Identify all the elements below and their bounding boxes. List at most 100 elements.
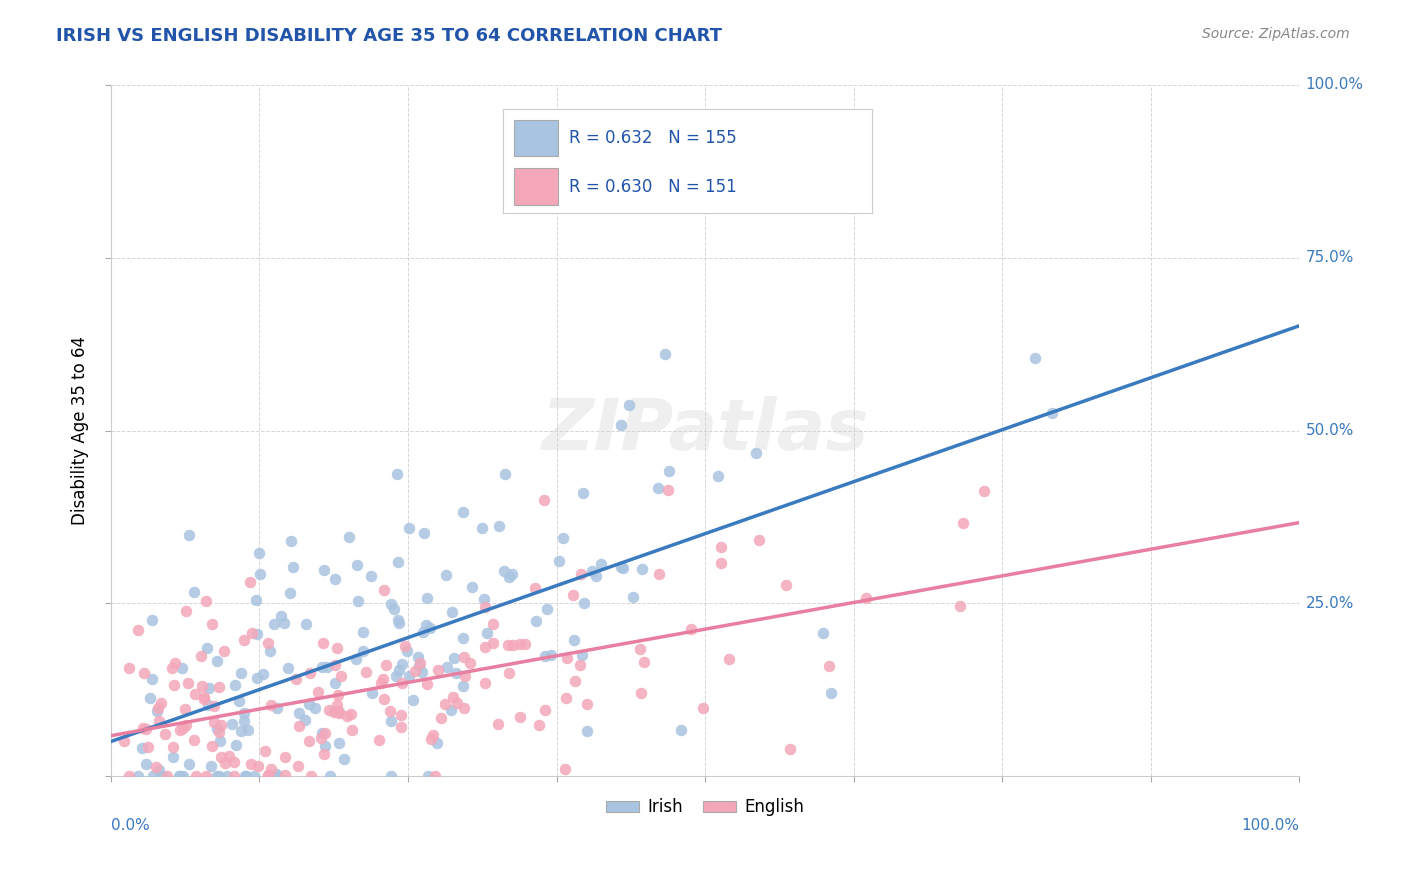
Point bbox=[425, 769, 447, 783]
Point bbox=[135, 722, 157, 736]
Point bbox=[209, 750, 232, 764]
Point bbox=[127, 769, 149, 783]
Point bbox=[443, 690, 465, 705]
Point bbox=[259, 698, 281, 713]
Point bbox=[112, 734, 135, 748]
Point bbox=[554, 762, 576, 776]
Point bbox=[562, 588, 585, 602]
Point bbox=[575, 697, 598, 711]
Point bbox=[811, 626, 834, 640]
Point bbox=[184, 687, 207, 701]
Point bbox=[193, 692, 215, 706]
Point bbox=[949, 599, 972, 614]
Point bbox=[311, 659, 333, 673]
Point bbox=[284, 673, 307, 687]
Point bbox=[169, 723, 191, 737]
Point bbox=[229, 723, 252, 738]
Point bbox=[328, 736, 350, 750]
Point bbox=[202, 714, 225, 729]
Point bbox=[288, 706, 311, 720]
Point bbox=[118, 661, 141, 675]
Point bbox=[118, 769, 141, 783]
Point bbox=[486, 717, 509, 731]
Point bbox=[352, 624, 374, 639]
Point bbox=[458, 656, 481, 670]
Point bbox=[252, 667, 274, 681]
Point bbox=[165, 656, 187, 670]
Point bbox=[440, 605, 463, 619]
Point bbox=[461, 580, 484, 594]
Point bbox=[589, 557, 612, 571]
Point bbox=[200, 759, 222, 773]
Point bbox=[232, 706, 254, 720]
Point bbox=[540, 648, 562, 662]
Y-axis label: Disability Age 35 to 64: Disability Age 35 to 64 bbox=[72, 336, 89, 525]
Point bbox=[294, 713, 316, 727]
Point bbox=[648, 567, 671, 582]
Point bbox=[273, 616, 295, 631]
Point bbox=[155, 727, 177, 741]
Point bbox=[249, 567, 271, 582]
Point bbox=[260, 762, 283, 776]
Point bbox=[375, 657, 398, 672]
Point bbox=[1024, 351, 1046, 365]
Point bbox=[194, 769, 217, 783]
Point bbox=[388, 663, 411, 677]
Point bbox=[247, 545, 270, 559]
Point bbox=[395, 644, 418, 658]
Point bbox=[748, 533, 770, 547]
Point bbox=[205, 722, 228, 736]
Point bbox=[146, 704, 169, 718]
Point bbox=[406, 649, 429, 664]
Point bbox=[162, 740, 184, 755]
Point bbox=[454, 669, 477, 683]
Point bbox=[183, 732, 205, 747]
Point bbox=[209, 734, 232, 748]
Point bbox=[152, 769, 174, 783]
Point bbox=[443, 651, 465, 665]
Point bbox=[472, 592, 495, 607]
Point bbox=[243, 769, 266, 783]
Point bbox=[415, 618, 437, 632]
Point bbox=[253, 744, 276, 758]
Point bbox=[224, 678, 246, 692]
Point bbox=[710, 556, 733, 570]
Point bbox=[380, 597, 402, 611]
Point bbox=[172, 769, 194, 783]
Point bbox=[779, 742, 801, 756]
Point bbox=[368, 733, 391, 747]
Point bbox=[569, 567, 592, 582]
Point bbox=[235, 769, 257, 783]
Point bbox=[259, 644, 281, 658]
Point bbox=[373, 692, 395, 706]
Point bbox=[474, 640, 496, 655]
Point bbox=[412, 624, 434, 639]
Point bbox=[496, 638, 519, 652]
Point bbox=[551, 531, 574, 545]
Point bbox=[281, 560, 304, 574]
Point bbox=[263, 616, 285, 631]
Point bbox=[575, 724, 598, 739]
Point bbox=[246, 626, 269, 640]
Point bbox=[208, 681, 231, 695]
Point bbox=[149, 697, 172, 711]
Point bbox=[534, 649, 557, 664]
Point bbox=[391, 675, 413, 690]
Point bbox=[360, 569, 382, 583]
Point bbox=[585, 568, 607, 582]
Point bbox=[322, 705, 344, 719]
Point bbox=[141, 613, 163, 627]
Point bbox=[231, 665, 253, 680]
Point bbox=[411, 665, 433, 680]
Point bbox=[536, 601, 558, 615]
Point bbox=[820, 686, 842, 700]
Point bbox=[319, 769, 342, 783]
Point bbox=[416, 591, 439, 605]
Point bbox=[475, 626, 498, 640]
Point bbox=[208, 725, 231, 739]
Point bbox=[256, 769, 278, 783]
Text: IRISH VS ENGLISH DISABILITY AGE 35 TO 64 CORRELATION CHART: IRISH VS ENGLISH DISABILITY AGE 35 TO 64… bbox=[56, 27, 723, 45]
Point bbox=[692, 701, 714, 715]
Point bbox=[198, 681, 221, 695]
Point bbox=[647, 481, 669, 495]
